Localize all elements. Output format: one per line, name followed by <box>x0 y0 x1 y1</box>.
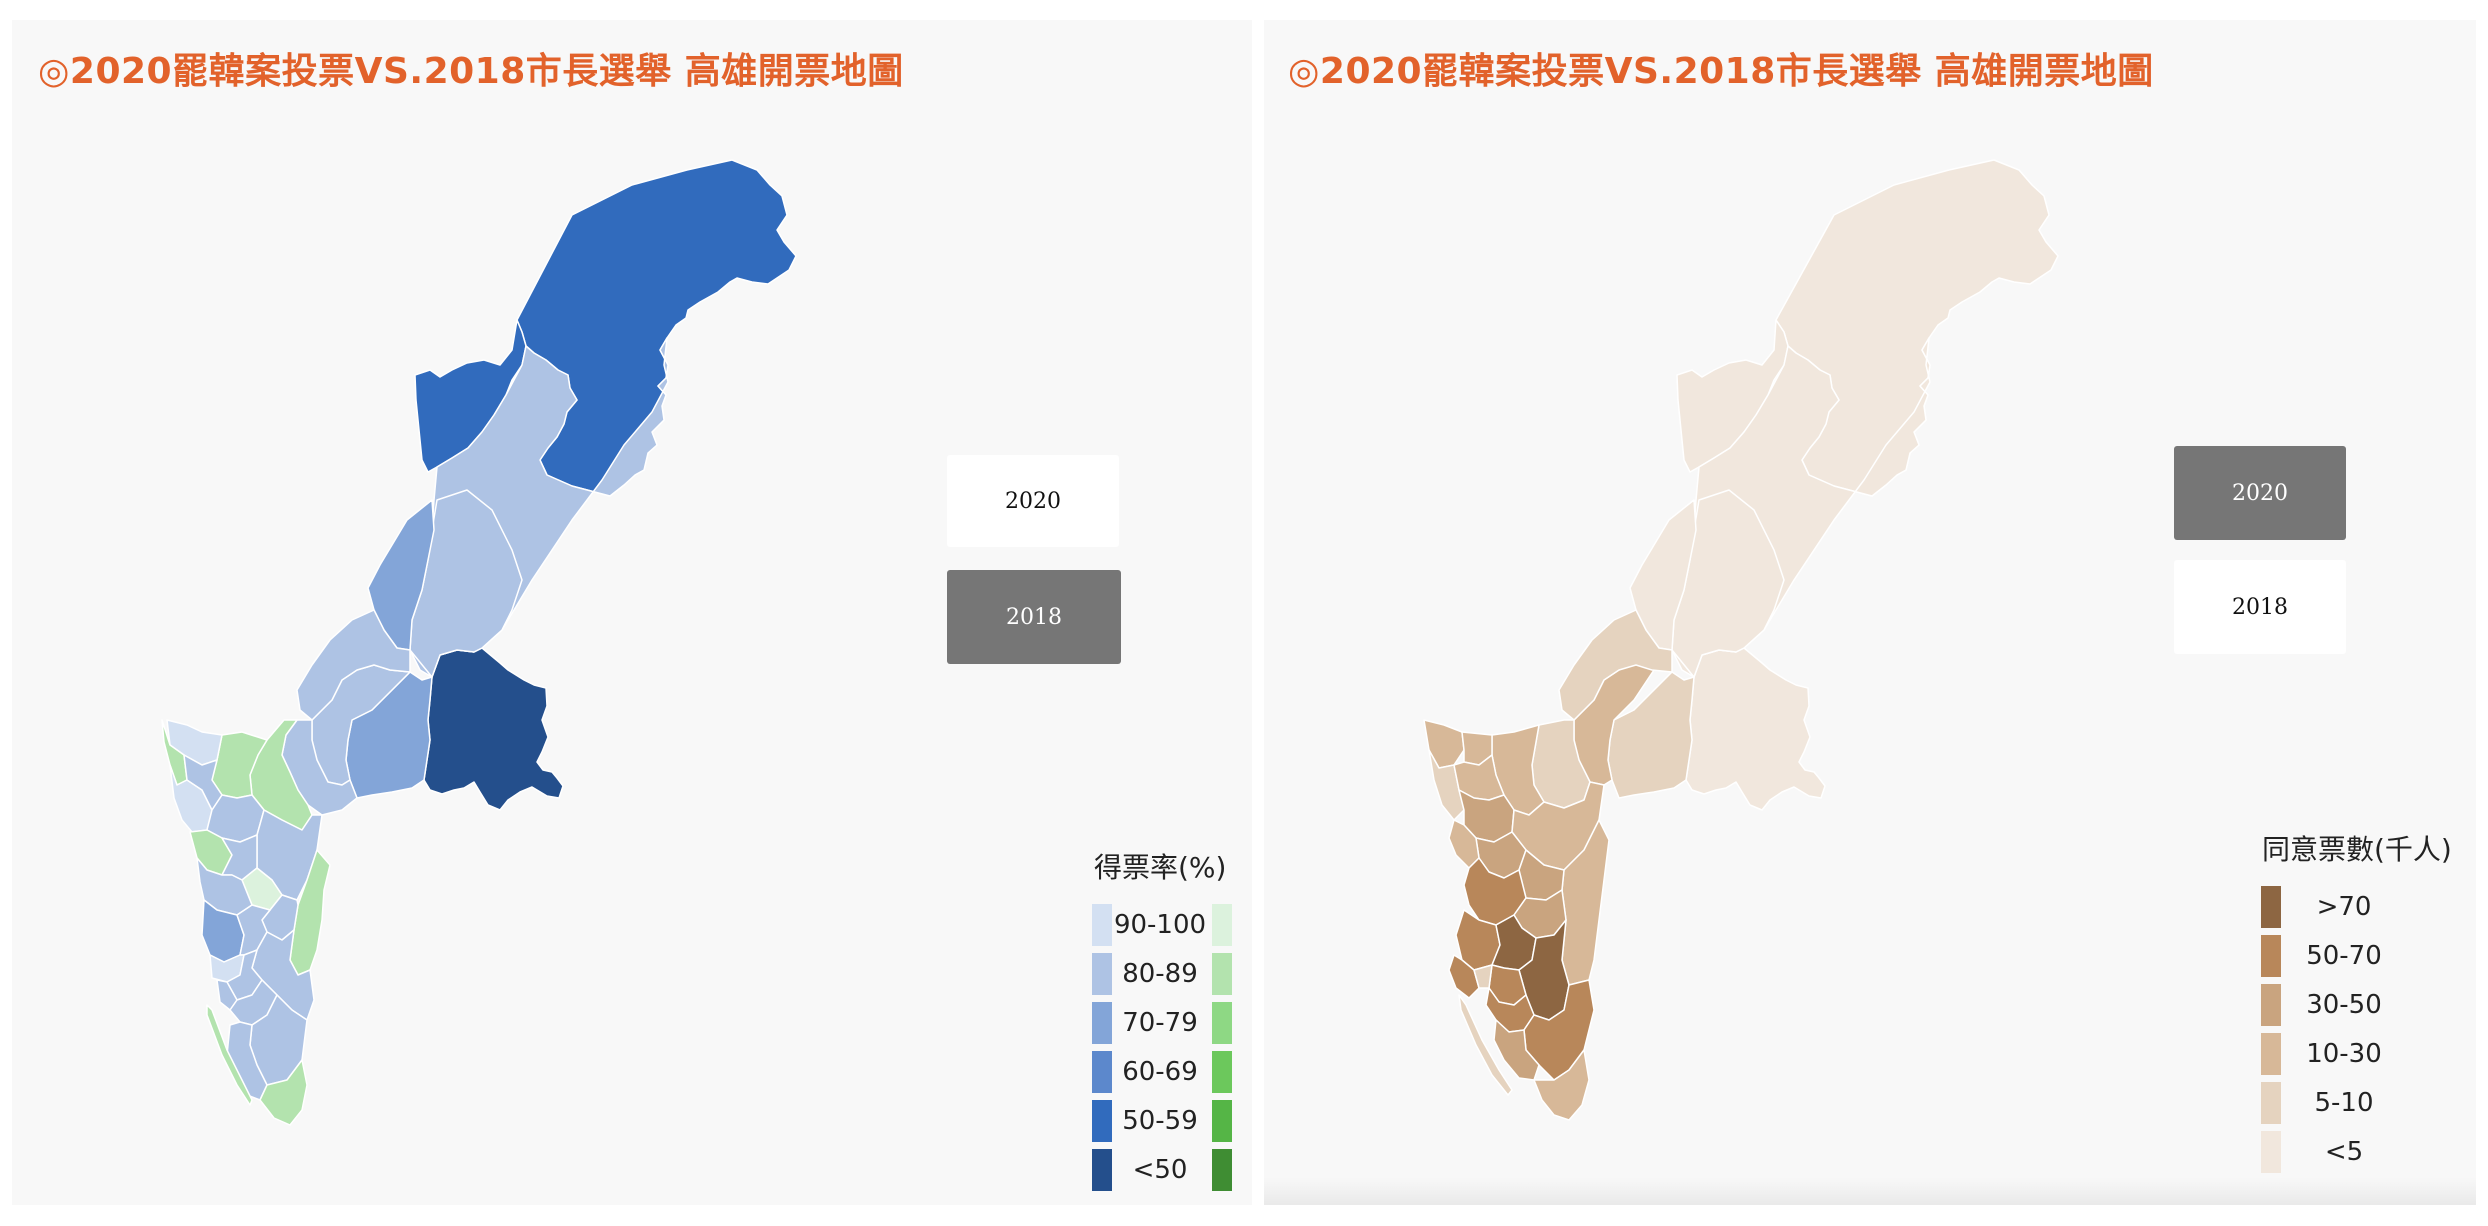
panel-divider <box>1252 0 1264 1226</box>
legend-title: 同意票數(千人) <box>2262 833 2452 866</box>
legend-swatch <box>2261 886 2281 928</box>
district-gushan[interactable] <box>1448 954 1480 999</box>
legend-swatch-blue <box>1092 1051 1112 1093</box>
legend-swatch-green <box>1212 1051 1232 1093</box>
district-cijin[interactable] <box>206 1004 253 1106</box>
legend-label: <50 <box>1132 1155 1188 1185</box>
page-title: ◎2020罷韓案投票VS.2018市長選舉 高雄開票地圖 <box>1288 51 2154 92</box>
map-panel-2020: ◎2020罷韓案投票VS.2018市長選舉 高雄開票地圖 <box>1264 20 2476 1205</box>
legend-label: >70 <box>2316 892 2372 922</box>
legend-swatch-green <box>1212 1149 1232 1191</box>
legend-row: 60-69 <box>1092 1051 1232 1093</box>
district-linyuan[interactable] <box>1533 1049 1590 1121</box>
legend-swatch <box>2261 1033 2281 1075</box>
district-maolin[interactable] <box>423 647 564 811</box>
legend-swatch-blue <box>1092 1002 1112 1044</box>
year-2018-button[interactable]: 2018 <box>2174 560 2346 654</box>
legend-row: <5 <box>2261 1131 2411 1173</box>
legend-swatch-blue <box>1092 1100 1112 1142</box>
year-2020-button[interactable]: 2020 <box>947 455 1119 547</box>
legend-swatch-blue <box>1092 904 1112 946</box>
legend-row: 5-10 <box>2261 1082 2411 1124</box>
legend-label: 5-10 <box>2314 1088 2374 1118</box>
legend-row: 50-59 <box>1092 1100 1232 1142</box>
kaohsiung-recall-votes-map <box>1423 159 2059 1121</box>
legend-label: <5 <box>2324 1137 2364 1167</box>
district-namaxia[interactable] <box>414 319 527 473</box>
district-neimen[interactable] <box>1558 609 1673 721</box>
bottom-shadow <box>1264 1177 2476 1205</box>
legend-row: >70 <box>2261 886 2411 928</box>
legend-label: 50-70 <box>2306 941 2382 971</box>
legend-swatch <box>2261 1131 2281 1173</box>
district-maolin[interactable] <box>1685 647 1826 811</box>
district-qieding[interactable] <box>1423 719 1465 769</box>
legend-label: 30-50 <box>2306 990 2382 1020</box>
legend-row: 30-50 <box>2261 984 2411 1026</box>
legend-swatch-green <box>1212 1100 1232 1142</box>
legend-label: 10-30 <box>2306 1039 2382 1069</box>
legend-swatch-green <box>1212 1002 1232 1044</box>
year-2018-button[interactable]: 2018 <box>947 570 1121 664</box>
district-xiaogang[interactable] <box>1493 1019 1540 1081</box>
legend-swatch <box>2261 984 2281 1026</box>
legend-label: 90-100 <box>1113 910 1207 940</box>
year-2020-button[interactable]: 2020 <box>2174 446 2346 540</box>
page-title: ◎2020罷韓案投票VS.2018市長選舉 高雄開票地圖 <box>38 51 904 92</box>
kaohsiung-vote-share-map <box>161 159 797 1126</box>
legend-swatch-blue <box>1092 953 1112 995</box>
legend-row: 80-89 <box>1092 953 1232 995</box>
legend-swatch-blue <box>1092 1149 1112 1191</box>
legend-swatch-green <box>1212 953 1232 995</box>
legend-label: 70-79 <box>1122 1008 1198 1038</box>
legend-swatch <box>2261 1082 2281 1124</box>
legend-swatch <box>2261 935 2281 977</box>
map-panel-2018: ◎2020罷韓案投票VS.2018市長選舉 高雄開票地圖 <box>12 20 1252 1205</box>
legend-label: 60-69 <box>1122 1057 1198 1087</box>
legend-row: <50 <box>1092 1149 1232 1191</box>
legend-label: 80-89 <box>1122 959 1198 989</box>
legend-row: 70-79 <box>1092 1002 1232 1044</box>
district-linyuan[interactable] <box>259 1059 308 1126</box>
legend-row: 10-30 <box>2261 1033 2411 1075</box>
legend-row: 50-70 <box>2261 935 2411 977</box>
legend-swatch-green <box>1212 904 1232 946</box>
legend-title: 得票率(%) <box>1094 851 1227 884</box>
legend-row: 90-100 <box>1092 904 1232 946</box>
district-cijin[interactable] <box>1458 994 1513 1096</box>
district-neimen[interactable] <box>296 609 411 721</box>
district-namaxia[interactable] <box>1676 319 1789 473</box>
legend-label: 50-59 <box>1122 1106 1198 1136</box>
